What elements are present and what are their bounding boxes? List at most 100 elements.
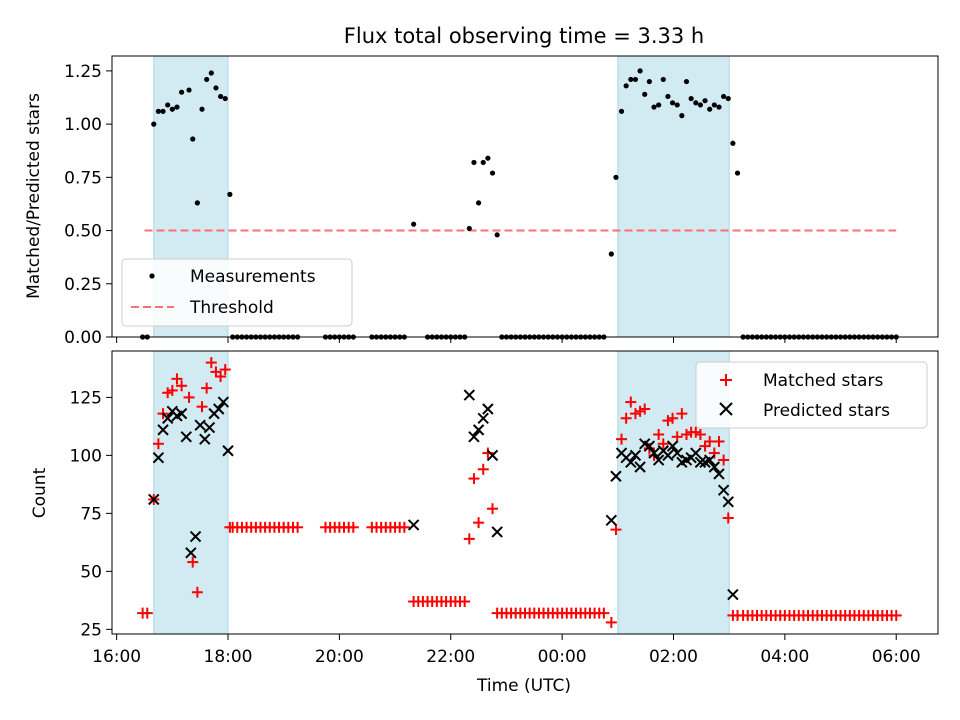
measurement-point [642,91,648,97]
matched-point [196,401,208,413]
predicted-point [727,588,739,601]
matched-point [347,521,359,533]
matched-point [473,517,485,529]
count-panel-frame [111,350,939,635]
x-tick-label: 04:00 [760,647,809,667]
legend-matched-label: Matched stars [763,371,883,391]
predicted-point [472,424,485,436]
y-tick-label: 0.50 [64,222,102,242]
matched-point [598,607,610,619]
predicted-point [666,440,679,452]
measurement-point [222,95,228,102]
matched-point [152,438,164,450]
measurement-point [637,68,643,74]
measurement-point [471,159,477,166]
predicted-point [652,454,665,466]
predicted-point [180,431,192,443]
predicted-point [694,456,707,469]
y-tick-label: 1.00 [64,115,102,135]
matched-point [694,429,706,441]
matched-point [653,429,665,441]
measurement-point [730,140,736,146]
measurement-point [688,95,694,102]
legend-predicted-marker [719,402,733,416]
count-panel: 25 50 75 100 125 16:00 18:00 20:00 22:00 00:00 02… [30,350,939,696]
predicted-point [713,468,725,480]
measurement-point [489,170,496,176]
predicted-point [662,449,674,462]
predicted-point [185,547,197,559]
measurement-point [169,106,175,112]
measurement-point [204,76,210,83]
predicted-point [203,421,216,434]
measurement-point [665,93,671,100]
predicted-point [625,456,637,469]
measurement-point [151,121,157,127]
ratio-legend: Measurements Threshold [121,258,353,327]
y-tick-label: 0.25 [64,275,102,295]
y-tick-label: 0.75 [64,168,102,188]
predicted-point [605,514,618,527]
measurement-point [217,93,224,100]
measurement-point [160,108,166,114]
predicted-point [648,447,660,459]
measurement-point [475,200,482,206]
measurement-point [608,251,614,257]
measurement-point [716,104,722,110]
predicted-point [175,407,188,420]
measurement-point [174,104,180,110]
observing-window-shading [153,350,730,635]
matched-point [671,431,683,443]
predicted-point [703,454,716,466]
measurement-point [613,174,619,180]
y-tick-label: 100 [70,446,102,466]
matched-point [205,357,217,369]
matched-point [215,371,227,383]
measurement-point [725,95,731,102]
matched-point [171,373,183,385]
figure-title: Flux total observing time = 3.33 h [344,24,704,48]
ratio-panel-frame [111,55,939,338]
predicted-point [222,445,234,457]
predicted-point [407,519,420,531]
measurement-point [669,100,676,106]
predicted-point [194,419,206,431]
y-tick-label: 25 [80,620,102,640]
ratio-y-ticks: 0.00 0.25 0.50 0.75 1.00 1.25 [64,62,112,348]
y-tick-label: 0.00 [64,328,102,348]
measurement-point [190,136,196,142]
measurement-point [208,70,214,76]
predicted-point [671,447,683,459]
predicted-point [643,440,656,452]
x-tick-label: 20:00 [315,647,364,667]
x-tick-label: 16:00 [92,647,141,667]
matched-point [176,380,188,392]
matched-point [463,533,475,545]
predicted-point [213,403,225,415]
x-axis-label: Time (UTC) [476,676,571,696]
matched-point [141,607,153,619]
count-x-ticks: 16:00 18:00 20:00 22:00 00:00 02:00 04:00 06:00 [92,634,921,667]
measurement-point [227,191,233,197]
matched-point [605,616,617,628]
count-y-ticks: 25 50 75 100 125 [70,388,112,640]
predicted-point [148,493,160,506]
measurement-point [179,89,185,95]
predicted-point [157,424,169,436]
matched-point [704,435,716,447]
matched-point [183,391,195,403]
predicted-point [189,530,202,543]
matched-point [219,364,231,376]
matched-point [187,556,199,568]
measurement-point [618,108,625,114]
measurement-point [693,100,699,106]
predicted-point [161,412,174,424]
matched-point [722,512,734,524]
predicted-point [217,396,230,408]
matched-point [477,463,489,475]
measurement-point [632,76,639,83]
measurement-point [480,159,486,166]
measurement-point [656,102,662,108]
matched-point [713,435,725,447]
measurement-point [213,85,219,91]
